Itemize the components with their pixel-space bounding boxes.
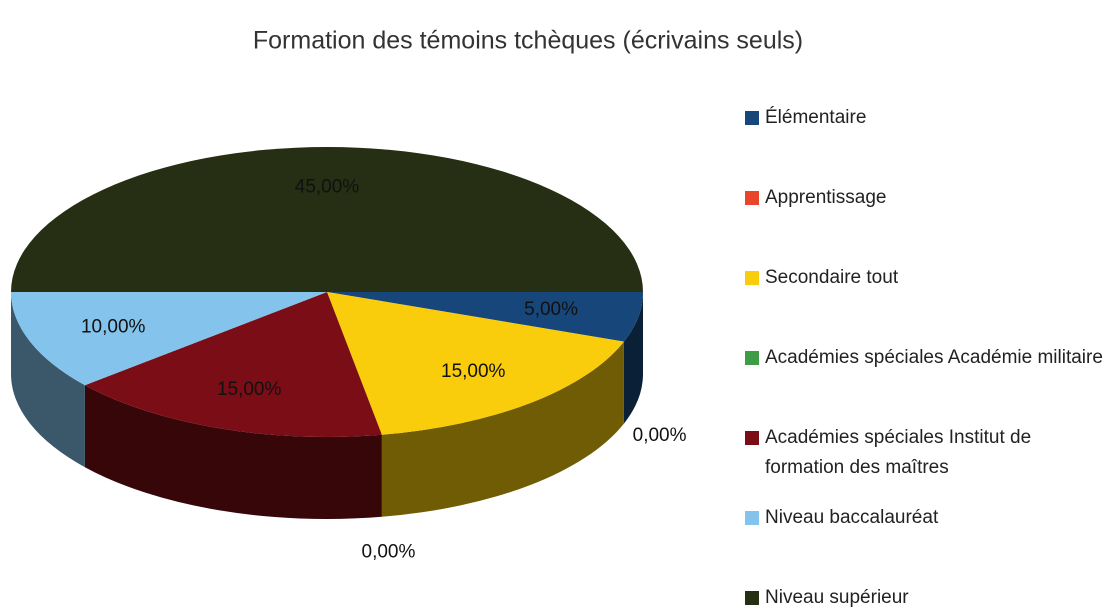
- data-label: 5,00%: [524, 299, 578, 320]
- legend-swatch: [745, 351, 759, 365]
- data-label: 15,00%: [441, 361, 506, 382]
- data-label: 0,00%: [362, 542, 416, 563]
- legend-swatch: [745, 591, 759, 605]
- pie-slice: [84, 292, 382, 437]
- legend-item: Niveau supérieur: [745, 583, 1105, 610]
- slice-side: [623, 292, 643, 424]
- legend-swatch: [745, 511, 759, 525]
- slice-side: [381, 341, 624, 517]
- data-label: 15,00%: [217, 379, 282, 400]
- legend-label: Niveau baccalauréat: [765, 507, 939, 528]
- slice-side: [11, 292, 85, 468]
- legend-swatch: [745, 111, 759, 125]
- legend-label: Secondaire tout: [765, 267, 899, 288]
- pie-slice: [327, 292, 643, 342]
- pie-slice: [11, 147, 643, 292]
- legend-label: Élémentaire: [765, 107, 867, 128]
- legend-label: Apprentissage: [765, 187, 887, 208]
- data-label: 45,00%: [295, 177, 360, 198]
- legend-label: Académies spéciales Institut de formatio…: [765, 427, 1032, 478]
- legend-item: Apprentissage: [745, 183, 1105, 213]
- legend-label: Académies spéciales Académie militaire: [765, 347, 1103, 368]
- legend-item: Élémentaire: [745, 103, 1105, 133]
- legend-label: Niveau supérieur: [765, 587, 909, 608]
- slice-side: [84, 385, 382, 519]
- legend-item: Académies spéciales Académie militaire: [745, 343, 1105, 373]
- legend-item: Académies spéciales Institut de formatio…: [745, 423, 1105, 483]
- legend-item: Secondaire tout: [745, 263, 1105, 293]
- pie-slice: [327, 292, 624, 435]
- legend-swatch: [745, 431, 759, 445]
- legend-item: Niveau baccalauréat: [745, 503, 1105, 533]
- data-label: 0,00%: [633, 425, 687, 446]
- legend-swatch: [745, 271, 759, 285]
- chart-title: Formation des témoins tchèques (écrivain…: [253, 27, 803, 55]
- legend-swatch: [745, 191, 759, 205]
- data-label: 10,00%: [81, 317, 146, 338]
- pie-slice: [11, 292, 327, 386]
